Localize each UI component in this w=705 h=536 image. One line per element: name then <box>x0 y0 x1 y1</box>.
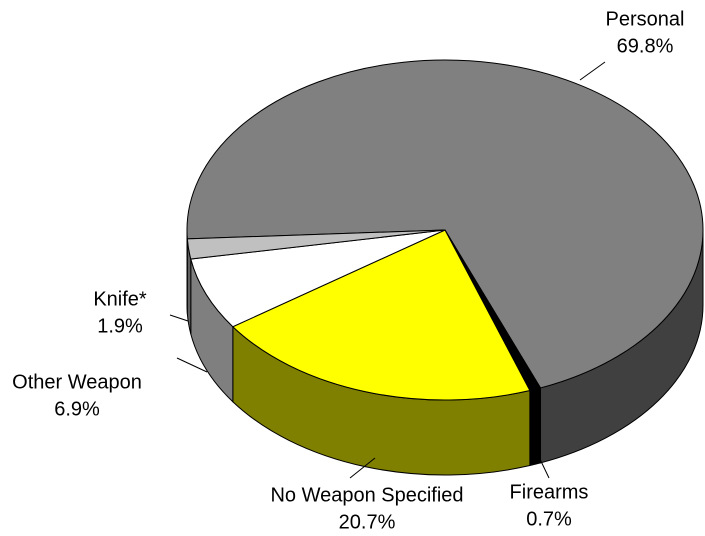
slice-value: 20.7% <box>339 511 396 533</box>
slice-value: 0.7% <box>526 508 572 530</box>
slice-value: 69.8% <box>617 35 674 57</box>
slice-label: Knife* <box>93 288 147 310</box>
slice-label: Personal <box>606 8 685 30</box>
slice-label: Firearms <box>510 481 589 503</box>
slice-side <box>529 387 541 467</box>
leader-line <box>579 61 606 81</box>
leader-line <box>169 314 189 322</box>
slice <box>186 229 446 260</box>
slice-value: 6.9% <box>54 398 100 420</box>
leader-line <box>349 457 376 479</box>
slice-label: No Weapon Specified <box>270 484 463 506</box>
slice <box>231 229 531 401</box>
leader-line <box>537 454 550 479</box>
slice-label: Other Weapon <box>12 371 142 393</box>
slice <box>186 59 704 389</box>
slice <box>190 229 446 328</box>
leader-line <box>176 357 208 373</box>
slice-value: 1.9% <box>97 315 143 337</box>
